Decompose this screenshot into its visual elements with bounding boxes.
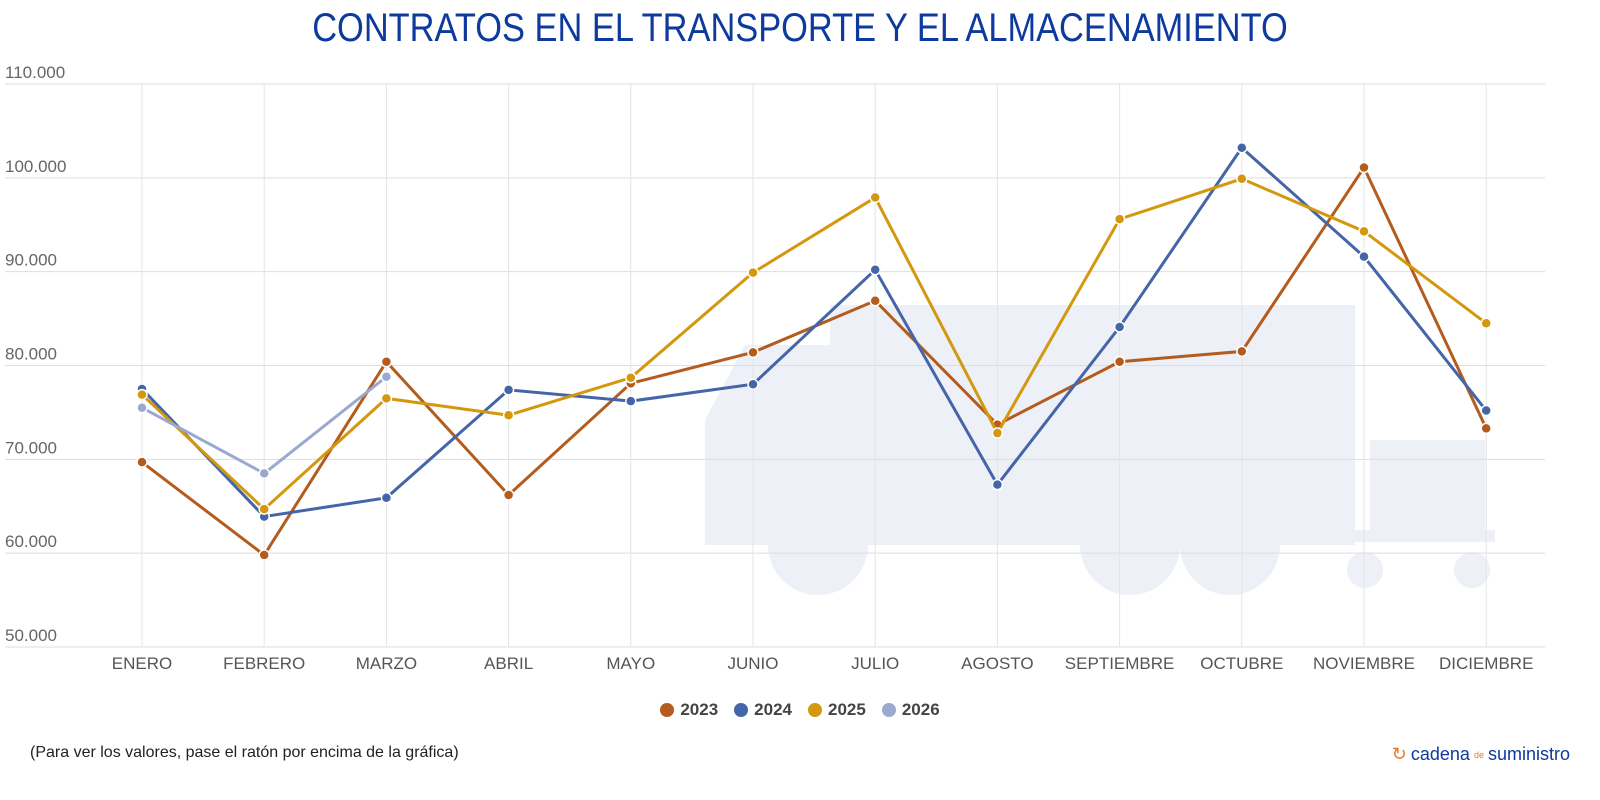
y-tick-label: 60.000 <box>5 532 57 551</box>
x-tick-label: MAYO <box>606 654 655 673</box>
data-point-2025[interactable] <box>258 503 270 515</box>
data-point-2025[interactable] <box>625 371 637 384</box>
data-point-2024[interactable] <box>380 492 393 504</box>
x-tick-label: ABRIL <box>484 654 533 673</box>
data-point-2025[interactable] <box>1113 213 1126 225</box>
data-point-2023[interactable] <box>136 456 148 468</box>
data-point-2023[interactable] <box>1358 161 1370 174</box>
data-point-2023[interactable] <box>747 346 759 359</box>
data-point-2024[interactable] <box>1113 321 1126 333</box>
data-point-2025[interactable] <box>747 266 759 279</box>
x-tick-label: MARZO <box>356 654 417 673</box>
data-point-2025[interactable] <box>869 191 881 204</box>
data-point-2025[interactable] <box>502 409 515 421</box>
hover-note: (Para ver los valores, pase el ratón por… <box>30 744 459 761</box>
data-point-2023[interactable] <box>869 295 881 307</box>
truck-watermark <box>705 305 1495 595</box>
legend-label: 2026 <box>901 700 940 719</box>
y-tick-label: 80.000 <box>5 345 57 364</box>
y-tick-label: 90.000 <box>5 251 57 270</box>
y-tick-label: 100.000 <box>5 157 66 176</box>
x-tick-label: FEBRERO <box>223 654 305 673</box>
logo-arrows-icon: ↻ <box>1391 744 1407 764</box>
y-tick-label: 70.000 <box>5 438 57 457</box>
legend-label: 2024 <box>754 700 792 719</box>
data-point-2026[interactable] <box>380 371 393 383</box>
x-tick-label: NOVIEMBRE <box>1313 654 1415 673</box>
data-point-2024[interactable] <box>502 384 515 396</box>
data-point-2024[interactable] <box>625 395 637 407</box>
legend-label: 2023 <box>680 700 719 719</box>
line-chart[interactable]: 50.000 60.000 70.000 80.000 90.000 100.000 110… <box>0 0 1600 700</box>
legend-item-2026[interactable]: 2026 <box>881 700 940 720</box>
data-point-2023[interactable] <box>1480 422 1492 435</box>
x-tick-label: OCTUBRE <box>1200 654 1283 673</box>
data-point-2024[interactable] <box>991 478 1004 491</box>
data-point-2024[interactable] <box>747 378 759 391</box>
x-tick-label: AGOSTO <box>961 654 1033 673</box>
data-point-2025[interactable] <box>136 388 148 401</box>
legend-marker <box>734 703 749 717</box>
legend-item-2025[interactable]: 2025 <box>808 700 866 720</box>
data-point-2024[interactable] <box>869 264 881 276</box>
logo-text: cadena <box>1410 744 1470 764</box>
x-tick-label: SEPTIEMBRE <box>1065 654 1175 673</box>
data-point-2025[interactable] <box>991 427 1004 439</box>
data-point-2024[interactable] <box>1480 404 1492 417</box>
x-tick-label: ENERO <box>112 654 172 673</box>
data-point-2023[interactable] <box>502 489 515 501</box>
data-point-2025[interactable] <box>1236 173 1248 185</box>
data-point-2025[interactable] <box>1358 225 1370 238</box>
data-point-2023[interactable] <box>1113 355 1126 368</box>
data-point-2025[interactable] <box>1480 317 1492 330</box>
legend-item-2024[interactable]: 2024 <box>734 700 792 720</box>
y-tick-label: 50.000 <box>5 626 57 645</box>
data-point-2025[interactable] <box>380 392 393 405</box>
series-line-2024[interactable] <box>140 145 1488 519</box>
logo: ↻ cadena de suministro <box>1392 744 1570 765</box>
x-tick-label: DICIEMBRE <box>1439 654 1533 673</box>
logo-text-2: suministro <box>1487 744 1570 764</box>
data-point-2026[interactable] <box>258 467 270 480</box>
data-point-2026[interactable] <box>136 401 148 414</box>
legend-marker <box>660 703 675 717</box>
x-tick-label: JUNIO <box>728 654 779 673</box>
legend: 2023 2024 2025 2026 <box>0 700 1600 720</box>
series-line-2025[interactable] <box>140 177 1488 512</box>
data-point-2023[interactable] <box>258 549 270 561</box>
data-point-2024[interactable] <box>1358 250 1370 263</box>
legend-label: 2025 <box>828 700 866 719</box>
data-point-2023[interactable] <box>1236 345 1248 358</box>
y-tick-label: 110.000 <box>5 63 65 82</box>
legend-marker <box>881 703 896 717</box>
legend-item-2023[interactable]: 2023 <box>660 700 718 720</box>
logo-text-de: de <box>1473 749 1484 760</box>
data-point-2024[interactable] <box>1236 142 1248 154</box>
x-tick-label: JULIO <box>851 654 899 673</box>
chart-title: CONTRATOS EN EL TRANSPORTE Y EL ALMACENA… <box>312 6 1288 50</box>
data-point-2023[interactable] <box>380 355 393 368</box>
legend-marker <box>808 703 822 717</box>
